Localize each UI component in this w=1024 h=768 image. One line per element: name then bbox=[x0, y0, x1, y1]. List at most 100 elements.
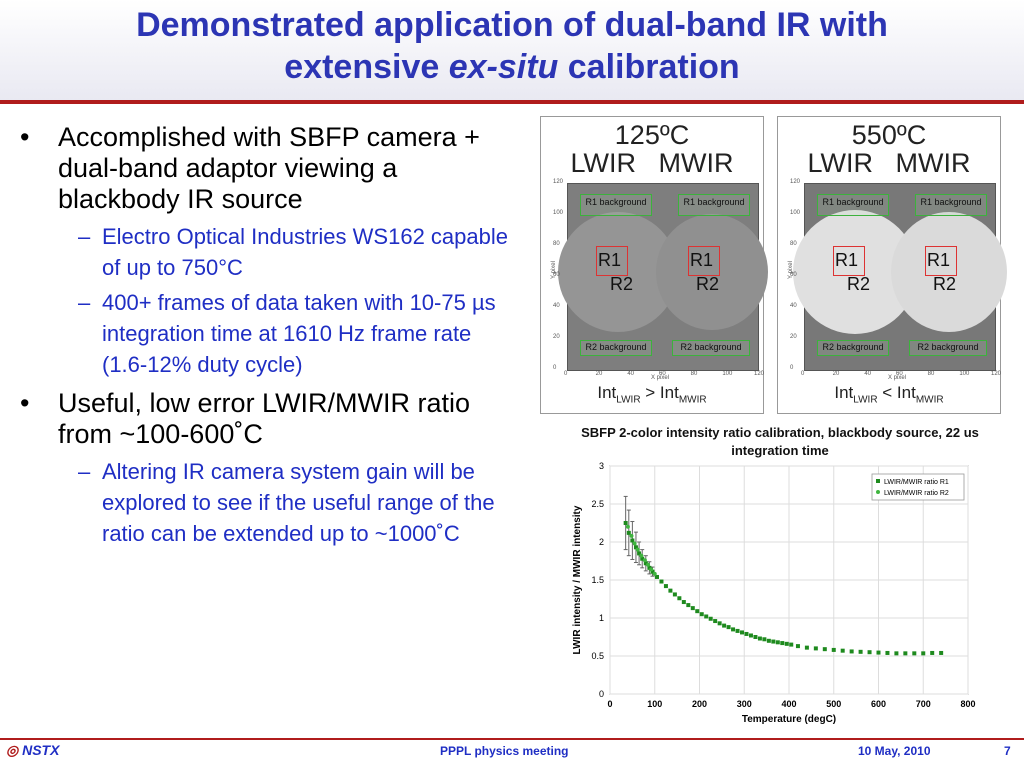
series-r2-point bbox=[632, 541, 637, 546]
series-r1-point bbox=[695, 609, 700, 614]
x-tick-label: 600 bbox=[871, 699, 886, 709]
series-r1-point bbox=[795, 644, 800, 649]
roi-r1-lwir bbox=[596, 246, 628, 276]
image-x-tick: 60 bbox=[896, 371, 903, 377]
slide-title: Demonstrated application of dual-band IR… bbox=[0, 4, 1024, 88]
y-tick-label: 2.5 bbox=[591, 499, 604, 509]
series-r1-point bbox=[630, 538, 635, 543]
series-r1-point bbox=[626, 530, 631, 535]
x-axis-label: Temperature (degC) bbox=[742, 714, 836, 725]
y-tick-label: 3 bbox=[599, 461, 604, 471]
series-r1-point bbox=[766, 638, 771, 643]
image-y-tick: 40 bbox=[790, 303, 797, 309]
title-line-2-pre: extensive bbox=[284, 48, 449, 86]
title-line-2-post: calibration bbox=[558, 48, 740, 86]
image-x-axis-label: X pixel bbox=[888, 375, 907, 381]
int-op: < bbox=[877, 383, 897, 402]
series-r1-point bbox=[867, 650, 872, 655]
series-r1-point bbox=[690, 606, 695, 611]
y-tick-label: 2 bbox=[599, 537, 604, 547]
series-r2-point bbox=[642, 558, 647, 563]
int-a: Int bbox=[834, 383, 854, 402]
int-a-sub: LWIR bbox=[853, 394, 878, 406]
label-r1-mwir: R1 bbox=[690, 250, 714, 270]
series-r1-point bbox=[637, 551, 642, 556]
image-y-tick: 40 bbox=[553, 303, 560, 309]
x-tick-label: 500 bbox=[826, 699, 841, 709]
series-r1-point bbox=[731, 627, 736, 632]
series-r1-point bbox=[744, 631, 749, 636]
series-r1-point bbox=[771, 639, 776, 644]
image-x-tick: 40 bbox=[864, 371, 872, 377]
image-x-tick: 100 bbox=[722, 371, 733, 377]
footer-meeting: PPPL physics meeting bbox=[440, 744, 569, 758]
image-y-tick: 20 bbox=[553, 334, 560, 340]
image-x-tick: 120 bbox=[754, 371, 765, 377]
series-r1-point bbox=[708, 616, 713, 621]
image-x-axis-label: X pixel bbox=[651, 375, 670, 381]
roi-r1-background-mwir: R1 background bbox=[678, 194, 750, 216]
image-x-tick: 20 bbox=[595, 371, 603, 377]
image-y-tick: 0 bbox=[553, 365, 557, 371]
legend-marker bbox=[876, 490, 880, 494]
x-tick-label: 700 bbox=[916, 699, 931, 709]
panel-bands: LWIR MWIR bbox=[570, 148, 734, 178]
image-y-tick: 60 bbox=[553, 272, 560, 278]
y-tick-label: 1.5 bbox=[591, 575, 604, 585]
series-r1-point bbox=[921, 651, 926, 656]
series-r1-point bbox=[722, 623, 727, 628]
series-r1-point bbox=[912, 651, 917, 656]
ir-panel-125c: 125ºC LWIR MWIR R1 background R1 backgro… bbox=[540, 116, 768, 414]
series-r2-point bbox=[635, 547, 640, 552]
legend-entry: LWIR/MWIR ratio R1 bbox=[884, 479, 949, 486]
roi-r2-background-lwir: R2 background bbox=[817, 340, 889, 356]
series-r1-point bbox=[623, 521, 628, 525]
series-r1-point bbox=[735, 628, 740, 633]
bullet-list: • Accomplished with SBFP camera + dual-ba… bbox=[20, 122, 520, 553]
series-r1-point bbox=[930, 650, 935, 655]
series-r1-point bbox=[633, 545, 638, 550]
series-r1-point bbox=[903, 651, 908, 656]
series-r1-point bbox=[686, 603, 691, 608]
series-r1-point bbox=[939, 650, 944, 655]
roi-r1-background-lwir: R1 background bbox=[580, 194, 652, 216]
y-tick-label: 0.5 bbox=[591, 651, 604, 661]
legend-marker bbox=[876, 479, 880, 483]
series-r1-point bbox=[647, 565, 652, 570]
series-r1-point bbox=[699, 612, 704, 617]
series-r1-point bbox=[704, 614, 709, 619]
legend-box bbox=[871, 473, 965, 501]
image-x-tick: 80 bbox=[690, 371, 698, 377]
series-r1-point bbox=[717, 621, 722, 626]
image-x-tick: 0 bbox=[801, 371, 805, 377]
series-r1-point bbox=[858, 649, 863, 654]
title-band bbox=[0, 0, 1024, 100]
image-y-tick: 0 bbox=[790, 365, 794, 371]
series-r2-point bbox=[649, 567, 654, 572]
series-r1-point bbox=[894, 651, 899, 656]
ir-camera-image: R1 background R1 background R2 backgroun… bbox=[793, 183, 1007, 371]
series-r1-point bbox=[677, 596, 682, 601]
intensity-comparison: IntLWIR > IntMWIR bbox=[541, 383, 763, 405]
image-x-tick: 0 bbox=[564, 371, 568, 377]
series-r1-point bbox=[831, 647, 836, 652]
image-y-tick: 100 bbox=[553, 210, 564, 216]
image-x-tick: 80 bbox=[927, 371, 935, 377]
logo-mark-icon: ◎ bbox=[6, 742, 19, 758]
sub-bullet-2-1-text: Altering IR camera system gain will be e… bbox=[102, 459, 495, 546]
series-r2-point bbox=[652, 571, 657, 576]
series-r1-point bbox=[804, 645, 809, 650]
int-b: Int bbox=[896, 383, 916, 402]
x-tick-label: 400 bbox=[781, 699, 796, 709]
title-line-1: Demonstrated application of dual-band IR… bbox=[136, 6, 888, 44]
image-y-tick: 80 bbox=[553, 241, 560, 247]
int-b: Int bbox=[659, 383, 679, 402]
image-x-tick: 60 bbox=[659, 371, 666, 377]
series-r1-point bbox=[650, 569, 655, 574]
sub-bullet-1-1: – Electro Optical Industries WS162 capabl… bbox=[78, 224, 508, 280]
panel-temp: 125ºC bbox=[614, 120, 690, 150]
series-r2-point bbox=[625, 524, 630, 529]
x-tick-label: 100 bbox=[647, 699, 662, 709]
x-tick-label: 0 bbox=[607, 699, 612, 709]
series-r1-point bbox=[668, 588, 673, 593]
